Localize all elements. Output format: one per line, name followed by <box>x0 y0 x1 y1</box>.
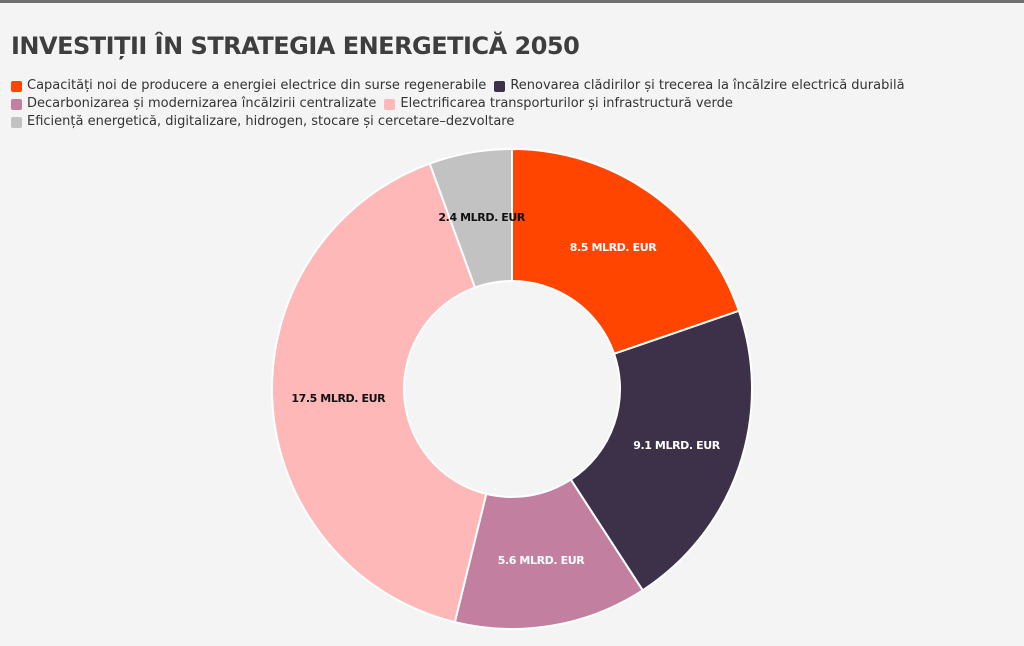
slice-efficiency[interactable] <box>428 147 513 289</box>
data-label-buildings: 9.1 MLRD. EUR <box>633 439 721 452</box>
data-label-district-heating: 5.6 MLRD. EUR <box>498 554 586 567</box>
legend-swatch-transport <box>384 98 396 110</box>
legend-label-transport: Electrificarea transporturilor și infras… <box>400 96 733 111</box>
legend-swatch-district-heating <box>11 98 22 110</box>
legend-row-3: Eficiență energetică, digitalizare, hidr… <box>11 113 1011 131</box>
legend-label-buildings: Renovarea clădirilor și trecerea la încă… <box>510 78 905 93</box>
legend-swatch-efficiency <box>11 116 22 128</box>
legend-item-district-heating[interactable]: Decarbonizarea și modernizarea încălziri… <box>11 95 376 113</box>
slice-buildings[interactable] <box>569 309 753 592</box>
legend-label-district-heating: Decarbonizarea și modernizarea încălziri… <box>27 96 377 111</box>
legend-item-transport[interactable]: Electrificarea transporturilor și infras… <box>384 95 733 113</box>
data-label-efficiency: 2.4 MLRD. EUR <box>438 211 526 224</box>
legend-item-buildings[interactable]: Renovarea clădirilor și trecerea la încă… <box>494 77 905 95</box>
legend-row-2: Decarbonizarea și modernizarea încălziri… <box>11 95 1011 113</box>
legend-row-1: Capacități noi de producere a energiei e… <box>11 77 1011 95</box>
data-label-renewables: 8.5 MLRD. EUR <box>570 241 658 254</box>
slice-renewables[interactable] <box>511 147 741 356</box>
slice-transport[interactable] <box>271 162 488 624</box>
legend: Capacități noi de producere a energiei e… <box>11 77 1011 131</box>
legend-label-renewables: Capacități noi de producere a energiei e… <box>27 78 487 93</box>
top-divider <box>0 0 1024 3</box>
legend-item-renewables[interactable]: Capacități noi de producere a energiei e… <box>11 77 486 95</box>
legend-item-efficiency[interactable]: Eficiență energetică, digitalizare, hidr… <box>11 113 514 131</box>
chart-title: INVESTIȚII ÎN STRATEGIA ENERGETICĂ 2050 <box>11 32 580 60</box>
legend-label-efficiency: Eficiență energetică, digitalizare, hidr… <box>27 114 515 129</box>
legend-swatch-buildings <box>494 80 506 92</box>
slice-district-heating[interactable] <box>453 478 645 630</box>
data-label-transport: 17.5 MLRD. EUR <box>291 392 386 405</box>
legend-swatch-renewables <box>11 80 22 92</box>
